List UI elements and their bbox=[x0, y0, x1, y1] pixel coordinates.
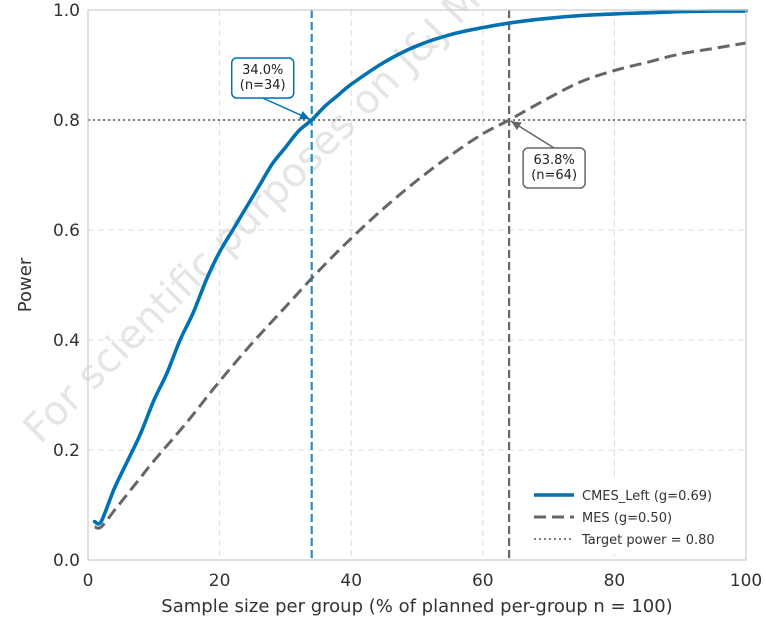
annotation-1: 34.0%(n=34) bbox=[230, 57, 311, 120]
y-axis-label: Power bbox=[15, 257, 36, 312]
x-tick-label: 20 bbox=[209, 571, 231, 591]
legend-label: CMES_Left (g=0.69) bbox=[582, 489, 712, 504]
y-tick-label: 0.4 bbox=[53, 331, 80, 351]
annotation-arrowhead bbox=[510, 121, 522, 131]
annotation-text: 34.0% bbox=[242, 63, 283, 78]
x-tick-label: 0 bbox=[83, 571, 94, 591]
legend-label: Target power = 0.80 bbox=[581, 533, 715, 548]
annotation-arrowhead bbox=[298, 110, 310, 120]
annotation-2: 63.8%(n=64) bbox=[510, 120, 586, 189]
legend: CMES_Left (g=0.69) MES (g=0.50) Target pow… bbox=[524, 480, 740, 554]
series-lines bbox=[92, 9, 748, 530]
annotation-box bbox=[230, 57, 295, 99]
y-tick-label: 0.0 bbox=[53, 551, 80, 571]
series-line-1 bbox=[92, 9, 748, 526]
y-tick-label: 0.8 bbox=[53, 111, 80, 131]
tick-labels: 0 20 40 60 80 100 0.0 0.2 0.4 0.6 0.8 1.0 bbox=[53, 1, 762, 591]
plot-frame bbox=[87, 9, 747, 561]
y-tick-label: 0.6 bbox=[53, 221, 80, 241]
x-axis-label: Sample size per group (% of planned per-… bbox=[161, 596, 672, 617]
legend-label: MES (g=0.50) bbox=[582, 511, 672, 526]
annotations: 34.0%(n=34) 63.8%(n=64) bbox=[230, 57, 586, 189]
x-tick-label: 40 bbox=[340, 571, 362, 591]
annotation-text: (n=34) bbox=[240, 78, 286, 93]
x-tick-label: 80 bbox=[604, 571, 626, 591]
x-tick-label: 60 bbox=[472, 571, 494, 591]
series-line-2 bbox=[94, 41, 747, 530]
reference-lines bbox=[88, 10, 746, 560]
y-tick-label: 0.2 bbox=[53, 441, 80, 461]
annotation-text: (n=64) bbox=[531, 168, 577, 183]
annotation-box bbox=[522, 147, 586, 189]
legend-box bbox=[524, 480, 740, 554]
y-tick-label: 1.0 bbox=[53, 1, 80, 21]
x-tick-label: 100 bbox=[730, 571, 762, 591]
annotation-text: 63.8% bbox=[533, 153, 574, 168]
